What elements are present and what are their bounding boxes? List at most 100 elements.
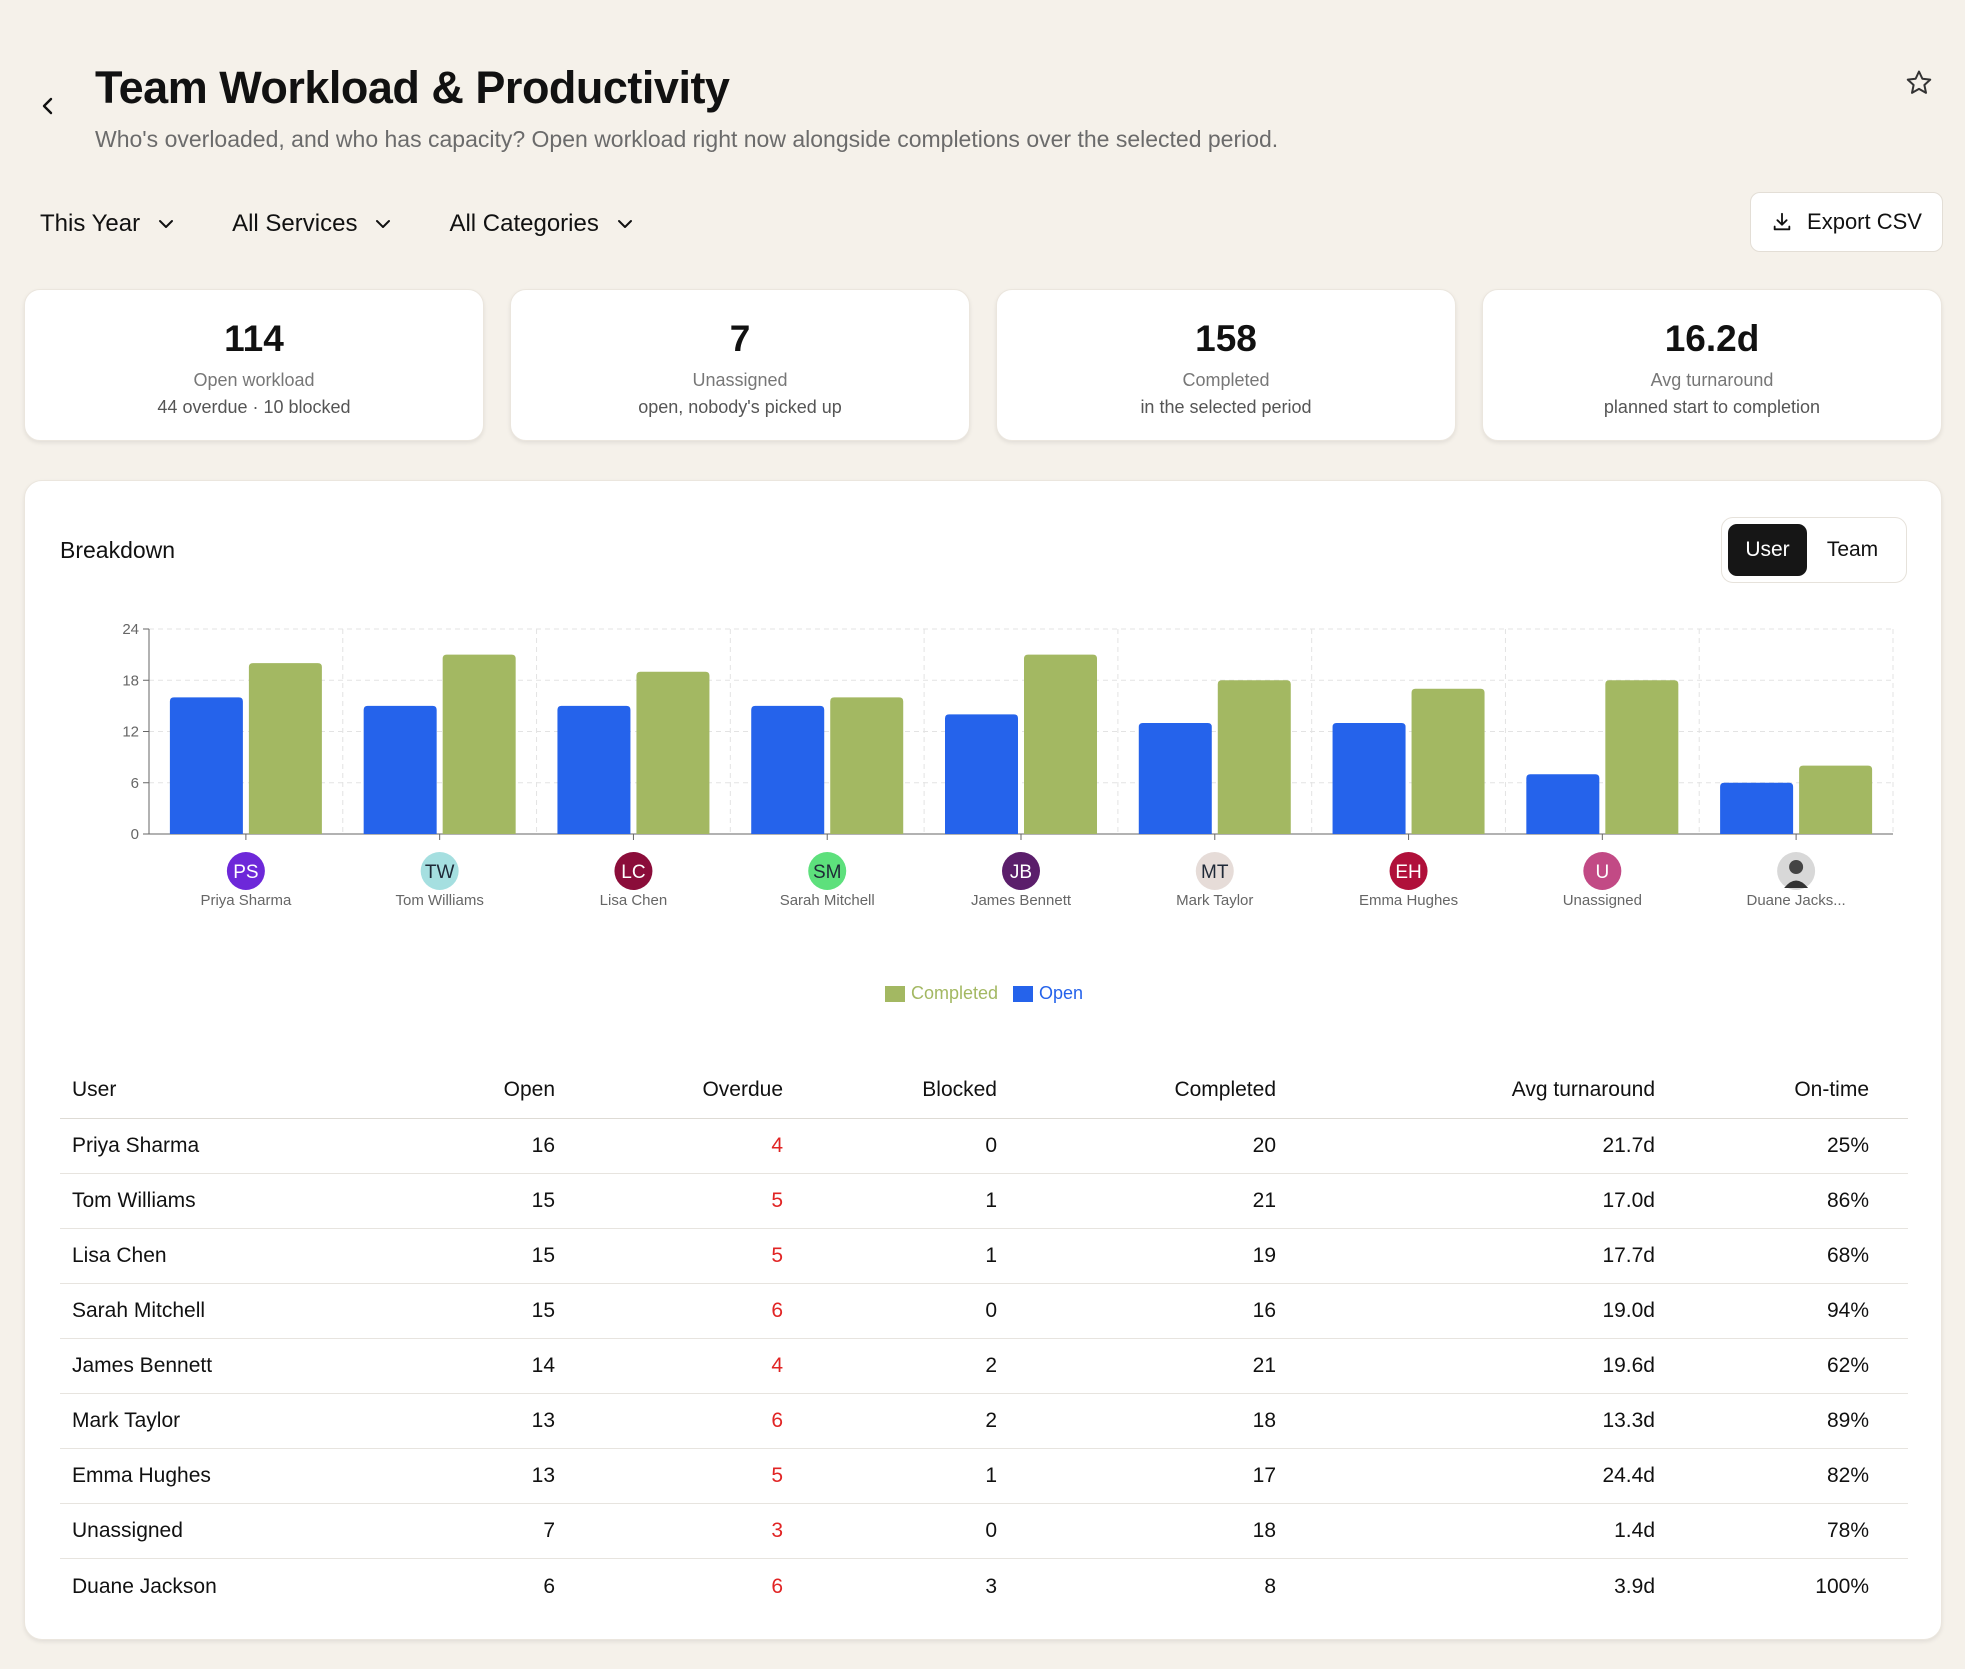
cell-blocked: 2: [985, 1354, 997, 1377]
cell-avg-turnaround: 1.4d: [1614, 1519, 1655, 1542]
legend-swatch-completed: [884, 985, 905, 1002]
cell-overdue: 5: [771, 1189, 783, 1212]
categories-filter[interactable]: All Categories: [449, 210, 632, 238]
kpi-avg-turnaround: 16.2d Avg turnaround planned start to co…: [1482, 289, 1942, 441]
header-completed[interactable]: Completed: [1174, 1077, 1276, 1101]
kpi-label: Unassigned: [692, 370, 788, 390]
cell-overdue: 6: [771, 1299, 783, 1322]
table-row[interactable]: Mark Taylor 13 6 2 18 13.3d 89%: [60, 1394, 1908, 1449]
y-tick-label: 12: [122, 724, 139, 741]
x-tick-label: Lisa Chen: [600, 892, 668, 909]
x-tick-label: James Bennett: [971, 892, 1072, 909]
avatar-photo-head: [1789, 860, 1804, 874]
bar-completed: [636, 671, 710, 834]
cell-open: 14: [531, 1354, 555, 1377]
avatar-initials: TW: [425, 862, 455, 883]
cell-completed: 16: [1252, 1299, 1276, 1322]
table-row[interactable]: Lisa Chen 15 5 1 19 17.7d 68%: [60, 1229, 1908, 1284]
bar-completed: [1217, 680, 1291, 834]
avatar-circle: [226, 852, 265, 890]
legend-item-open[interactable]: Open: [1013, 983, 1083, 1004]
chevron-down-icon: [375, 219, 391, 229]
bar-completed: [1411, 688, 1485, 834]
cell-avg-turnaround: 3.9d: [1614, 1574, 1655, 1598]
header-open[interactable]: Open: [503, 1077, 555, 1101]
bar-open: [945, 714, 1018, 834]
toggle-user-button[interactable]: User: [1728, 524, 1807, 576]
cell-user: Tom Williams: [72, 1189, 196, 1212]
cell-open: 13: [531, 1409, 555, 1432]
breakdown-title: Breakdown: [60, 537, 176, 563]
cell-avg-turnaround: 17.0d: [1602, 1189, 1655, 1212]
chevron-down-icon: [617, 219, 633, 229]
table-row[interactable]: Duane Jackson 6 6 3 8 3.9d 100%: [60, 1559, 1908, 1614]
services-filter-label: All Services: [232, 210, 358, 237]
cell-avg-turnaround: 19.6d: [1602, 1354, 1655, 1377]
kpi-value: 158: [1195, 318, 1257, 359]
kpi-sub: 44 overdue · 10 blocked: [157, 397, 351, 417]
kpi-completed: 158 Completed in the selected period: [996, 289, 1456, 441]
cell-overdue: 4: [771, 1354, 783, 1377]
bar-completed: [1024, 654, 1097, 834]
legend-item-completed[interactable]: Completed: [884, 983, 998, 1004]
cell-open: 15: [531, 1244, 555, 1267]
kpi-sub: open, nobody's picked up: [638, 397, 842, 417]
header-blocked[interactable]: Blocked: [922, 1077, 997, 1101]
y-tick-label: 18: [122, 672, 139, 689]
page-header: Team Workload & Productivity Who's overl…: [0, 0, 1965, 180]
y-tick-label: 0: [131, 826, 139, 843]
cell-user: Priya Sharma: [72, 1134, 200, 1157]
bar-completed: [248, 663, 322, 834]
kpi-label: Avg turnaround: [1650, 370, 1774, 390]
bar-completed: [1605, 680, 1679, 834]
cell-avg-turnaround: 24.4d: [1602, 1464, 1655, 1487]
cell-on-time: 89%: [1826, 1409, 1869, 1432]
avatar-circle: [420, 852, 459, 890]
avatar-circle: [1002, 852, 1040, 890]
cell-avg-turnaround: 21.7d: [1602, 1134, 1655, 1157]
avatar-circle: [1583, 852, 1622, 890]
cell-open: 7: [543, 1519, 555, 1542]
header-on-time[interactable]: On-time: [1794, 1077, 1869, 1101]
table-body: Priya Sharma 16 4 0 20 21.7d 25% Tom Williams 15…: [60, 1119, 1908, 1614]
table-row[interactable]: Sarah Mitchell 15 6 0 16 19.0d 94%: [60, 1284, 1908, 1339]
cell-user: Unassigned: [72, 1519, 183, 1542]
table-header-row: User Open Overdue Blocked Completed Avg …: [60, 1061, 1908, 1119]
cell-on-time: 68%: [1826, 1244, 1869, 1267]
x-tick-label: Emma Hughes: [1359, 892, 1458, 909]
header-overdue[interactable]: Overdue: [702, 1077, 783, 1101]
header-user[interactable]: User: [72, 1077, 117, 1101]
table-row[interactable]: Emma Hughes 13 5 1 17 24.4d 82%: [60, 1449, 1908, 1504]
cell-overdue: 5: [771, 1244, 783, 1267]
cell-completed: 19: [1252, 1244, 1276, 1267]
cell-open: 13: [531, 1464, 555, 1487]
cell-user: Lisa Chen: [72, 1244, 167, 1267]
kpi-open-workload: 114 Open workload 44 overdue · 10 blocke…: [24, 289, 484, 441]
avatar-circle: [808, 852, 847, 890]
period-filter[interactable]: This Year: [40, 210, 174, 238]
cell-blocked: 0: [985, 1134, 997, 1157]
header-avg-turnaround[interactable]: Avg turnaround: [1511, 1077, 1655, 1101]
back-button[interactable]: [32, 90, 64, 126]
table-row[interactable]: Priya Sharma 16 4 0 20 21.7d 25%: [60, 1119, 1908, 1174]
avatar-circle: [1389, 852, 1428, 890]
cell-overdue: 6: [771, 1409, 783, 1432]
cell-avg-turnaround: 17.7d: [1602, 1244, 1655, 1267]
services-filter[interactable]: All Services: [232, 210, 391, 238]
table-row[interactable]: James Bennett 14 4 2 21 19.6d 62%: [60, 1339, 1908, 1394]
cell-open: 15: [531, 1299, 555, 1322]
cell-completed: 18: [1252, 1519, 1276, 1542]
favorite-button[interactable]: [1902, 68, 1936, 102]
breakdown-toggle: User Team: [1721, 517, 1907, 583]
kpi-sub: planned start to completion: [1603, 397, 1821, 417]
export-csv-button[interactable]: Export CSV: [1750, 192, 1943, 252]
cell-user: Duane Jackson: [72, 1574, 217, 1598]
cell-overdue: 6: [771, 1574, 783, 1598]
breakdown-chart: 0 6 12 18 24 PS Priya Sharma TW Tom Williams LC Li…: [122, 621, 1894, 909]
cell-completed: 8: [1264, 1574, 1276, 1598]
table-row[interactable]: Tom Williams 15 5 1 21 17.0d 86%: [60, 1174, 1908, 1229]
cell-overdue: 4: [771, 1134, 783, 1157]
toggle-team-button[interactable]: Team: [1826, 538, 1879, 561]
cell-open: 16: [531, 1134, 555, 1157]
table-row[interactable]: Unassigned 7 3 0 18 1.4d 78%: [60, 1504, 1908, 1559]
